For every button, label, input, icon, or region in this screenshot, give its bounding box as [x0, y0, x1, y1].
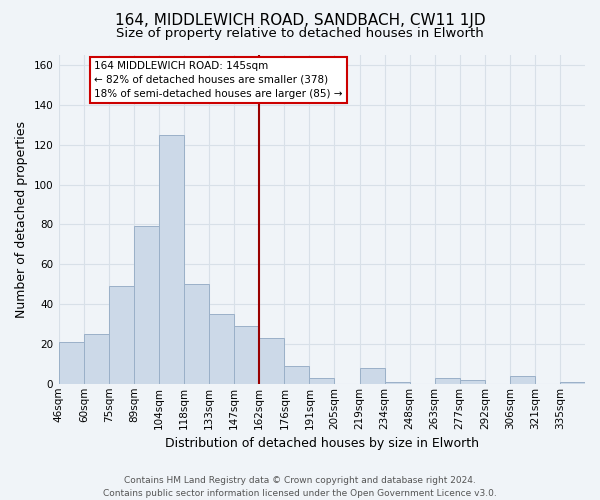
Bar: [184, 284, 209, 384]
Bar: [209, 314, 234, 384]
Bar: [134, 226, 159, 384]
Y-axis label: Number of detached properties: Number of detached properties: [15, 121, 28, 318]
Text: Size of property relative to detached houses in Elworth: Size of property relative to detached ho…: [116, 28, 484, 40]
Bar: [259, 338, 284, 384]
X-axis label: Distribution of detached houses by size in Elworth: Distribution of detached houses by size …: [165, 437, 479, 450]
Bar: [109, 286, 134, 384]
Bar: [234, 326, 259, 384]
Text: 164, MIDDLEWICH ROAD, SANDBACH, CW11 1JD: 164, MIDDLEWICH ROAD, SANDBACH, CW11 1JD: [115, 12, 485, 28]
Bar: [59, 342, 84, 384]
Bar: [284, 366, 310, 384]
Text: 164 MIDDLEWICH ROAD: 145sqm
← 82% of detached houses are smaller (378)
18% of se: 164 MIDDLEWICH ROAD: 145sqm ← 82% of det…: [94, 61, 343, 99]
Bar: [84, 334, 109, 384]
Bar: [359, 368, 385, 384]
Bar: [434, 378, 460, 384]
Bar: [159, 134, 184, 384]
Bar: [385, 382, 410, 384]
Bar: [510, 376, 535, 384]
Bar: [460, 380, 485, 384]
Text: Contains HM Land Registry data © Crown copyright and database right 2024.
Contai: Contains HM Land Registry data © Crown c…: [103, 476, 497, 498]
Bar: [560, 382, 585, 384]
Bar: [310, 378, 334, 384]
